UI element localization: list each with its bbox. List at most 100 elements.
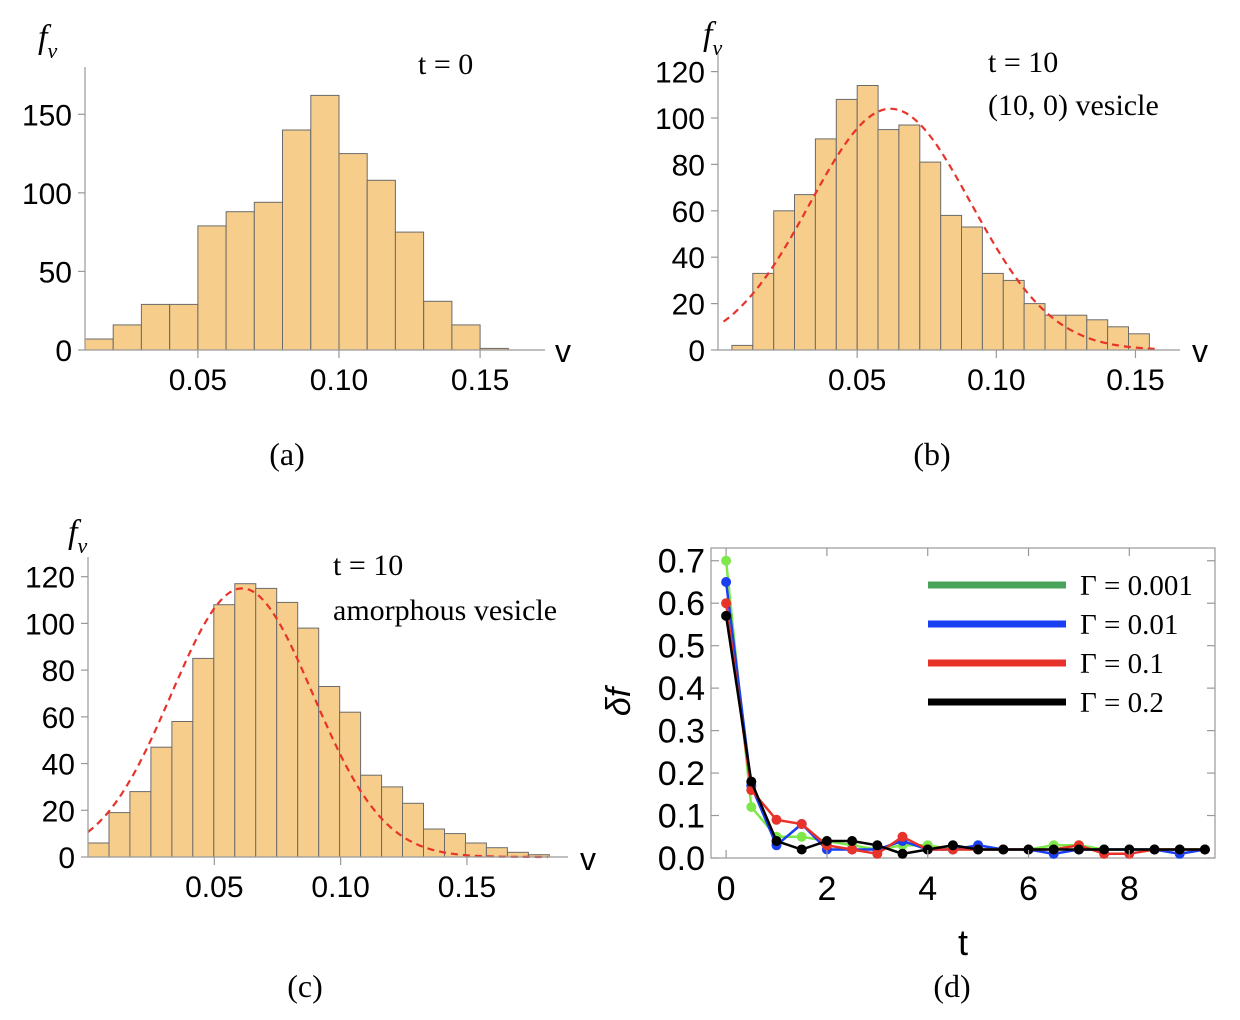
panel-c-annotation-line-2: amorphous vesicle bbox=[333, 594, 557, 627]
panel-a-bar-5 bbox=[225, 211, 255, 351]
panel-c-ytick-label-2: 40 bbox=[42, 749, 75, 782]
panel-d-series-0-point-1 bbox=[746, 802, 757, 812]
panel-d-series-3-point-3 bbox=[796, 844, 807, 855]
panel-b-bar-14 bbox=[1023, 303, 1046, 351]
panel-d-xlabel: t bbox=[958, 922, 968, 963]
panel-d-series-2-point-6 bbox=[872, 848, 883, 859]
panel-c-ytick-label-0: 0 bbox=[58, 842, 75, 875]
panel-d-legend-label-1: Γ = 0.01 bbox=[1080, 609, 1178, 641]
panel-b-bar-11 bbox=[961, 226, 983, 351]
panel-a-bar-2 bbox=[140, 303, 171, 351]
panel-a-bar-8 bbox=[310, 94, 340, 351]
panel-d-series-3-point-14 bbox=[1073, 844, 1084, 855]
panel-d-series-3-point-2 bbox=[771, 836, 782, 846]
panel-d-series-3-point-12 bbox=[1023, 844, 1034, 855]
panel-d-series-3-point-15 bbox=[1099, 844, 1110, 855]
panel-d-series-3-point-6 bbox=[872, 840, 883, 851]
panel-b-xtick-label-0: 0.05 bbox=[828, 364, 886, 397]
panel-d-series-2-point-3 bbox=[796, 819, 807, 829]
panel-b-ytick-label-1: 20 bbox=[672, 289, 705, 322]
panel-d-series-3-point-19 bbox=[1199, 844, 1210, 855]
panel-b-bar-4 bbox=[814, 138, 837, 351]
panel-c-ylabel: fv bbox=[68, 514, 87, 558]
panel-b-annotation-line-1: t = 10 bbox=[988, 46, 1058, 79]
panel-a-annotation-line-1: t = 0 bbox=[418, 48, 473, 81]
panel-b-xtick-label-2: 0.15 bbox=[1106, 364, 1164, 397]
panel-d-frame bbox=[710, 547, 1216, 859]
panel-b-bar-13 bbox=[1002, 279, 1025, 351]
panel-a-ylabel: fv bbox=[38, 19, 57, 63]
panel-d-series-3-point-9 bbox=[947, 840, 958, 851]
panel-d-series-3-point-13 bbox=[1048, 844, 1059, 855]
panel-a-bar-1 bbox=[112, 324, 142, 351]
panel-b-ytick-label-6: 120 bbox=[655, 57, 705, 90]
panel-d-series-3-point-17 bbox=[1149, 844, 1160, 855]
panel-d-ytick-label-2: 0.2 bbox=[658, 755, 705, 793]
panel-a-xlabel: v bbox=[555, 333, 571, 369]
panel-d-series-3-point-1 bbox=[746, 776, 757, 787]
panel-b-bar-8 bbox=[898, 124, 921, 351]
panel-d-ytick-label-4: 0.4 bbox=[658, 670, 705, 708]
panel-c-xtick-label-1: 0.10 bbox=[311, 871, 369, 904]
panel-a-bar-12 bbox=[423, 300, 453, 351]
panel-c-ytick-label-1: 20 bbox=[42, 795, 75, 828]
panel-c-ytick-label-4: 80 bbox=[42, 655, 75, 688]
panel-d-xtick-label-3: 6 bbox=[1019, 870, 1038, 908]
panel-a-xtick-label-2: 0.15 bbox=[451, 364, 509, 397]
panel-d-ytick-label-6: 0.6 bbox=[658, 585, 705, 623]
panel-a-bar-9 bbox=[338, 153, 368, 351]
panel-b-bar-5 bbox=[835, 98, 858, 351]
panel-c-bar-9 bbox=[276, 601, 299, 858]
panel-c-xtick-label-0: 0.05 bbox=[185, 871, 243, 904]
panel-c-annotation-line-1: t = 10 bbox=[333, 549, 403, 582]
panel-b-bar-7 bbox=[877, 129, 900, 351]
panel-d-series-3-point-5 bbox=[847, 836, 858, 846]
panel-a-ytick-label-0: 0 bbox=[55, 335, 72, 368]
panel-d-line-chart: 0 2 4 6 8 0.0 0.1 0.2 0.3 0.4 0.5 0.6 0.7 Γ = 0.001 Γ… bbox=[600, 543, 1216, 1004]
panel-c-bar-7 bbox=[234, 583, 257, 858]
panel-c-bar-3 bbox=[150, 746, 173, 858]
panel-d-series-3-point-18 bbox=[1174, 844, 1185, 855]
panel-b-ytick-label-0: 0 bbox=[688, 335, 705, 368]
panel-d-ytick-label-3: 0.3 bbox=[658, 713, 705, 751]
panel-d-series-3-point-7 bbox=[897, 848, 908, 859]
panel-d-xtick-label-1: 2 bbox=[817, 870, 836, 908]
panel-b-xtick-label-1: 0.10 bbox=[967, 364, 1025, 397]
panel-d-legend-label-0: Γ = 0.001 bbox=[1080, 570, 1193, 602]
panel-b-annotation-line-2: (10, 0) vesicle bbox=[988, 89, 1159, 122]
panel-d-ytick-label-7: 0.7 bbox=[658, 543, 705, 581]
panel-c-bar-6 bbox=[213, 604, 236, 858]
panel-a-bar-13 bbox=[451, 324, 481, 351]
panel-c-fit-curve bbox=[87, 587, 548, 859]
panel-d-legend-label-3: Γ = 0.2 bbox=[1080, 687, 1164, 719]
panel-c-bar-0 bbox=[87, 842, 110, 858]
panel-b-bar-12 bbox=[981, 272, 1004, 351]
panel-d-series-0-point-3 bbox=[796, 831, 807, 842]
panel-a-bar-10 bbox=[366, 179, 396, 351]
panel-a-bar-11 bbox=[394, 231, 425, 351]
panel-d-xtick-label-0: 0 bbox=[717, 870, 736, 908]
panel-d-ylabel: δf bbox=[600, 684, 638, 716]
panel-b-bar-17 bbox=[1086, 319, 1109, 351]
panel-b-ytick-label-5: 100 bbox=[655, 103, 705, 136]
panel-d-series-0-point-0 bbox=[721, 555, 732, 566]
panel-d-xtick-label-4: 8 bbox=[1120, 870, 1139, 908]
panel-d-ytick-label-1: 0.1 bbox=[658, 798, 705, 836]
panel-d-ytick-label-5: 0.5 bbox=[658, 628, 705, 666]
panel-b-bar-1 bbox=[752, 272, 775, 351]
panel-c-ytick-label-5: 100 bbox=[25, 608, 75, 641]
panel-b-bar-10 bbox=[940, 214, 963, 351]
panel-c-bar-2 bbox=[129, 791, 152, 858]
panel-d-series-2-point-2 bbox=[771, 814, 782, 825]
panel-c-bar-8 bbox=[255, 587, 278, 858]
panel-d-series-3-point-0 bbox=[721, 610, 732, 621]
panel-b-fit-curve bbox=[722, 107, 1156, 350]
panel-c-bar-1 bbox=[108, 812, 131, 858]
panel-a-ytick-label-3: 150 bbox=[22, 99, 72, 132]
panel-a-bar-3 bbox=[169, 303, 199, 351]
panel-d-series-3-point-4 bbox=[821, 836, 832, 846]
panel-a-ytick-label-1: 50 bbox=[39, 256, 72, 289]
panel-d-series-3-point-8 bbox=[922, 844, 933, 855]
